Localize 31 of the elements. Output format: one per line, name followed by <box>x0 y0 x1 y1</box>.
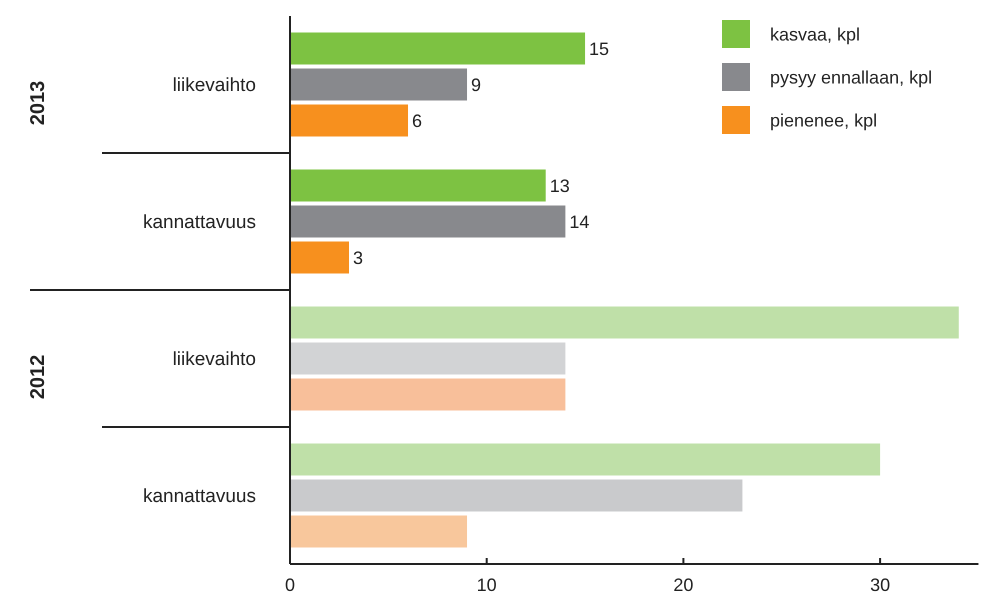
bar <box>290 242 350 274</box>
bar <box>290 32 586 64</box>
bar <box>290 516 468 548</box>
data-label: 13 <box>550 176 570 196</box>
y-tick-label: liikevaihto <box>172 349 256 370</box>
bar <box>290 378 566 410</box>
bar <box>290 104 408 136</box>
bar <box>290 170 546 202</box>
data-label: 6 <box>412 110 422 131</box>
x-tick-label: 20 <box>673 575 694 595</box>
bar <box>290 444 880 476</box>
x-tick-label: 10 <box>476 575 497 595</box>
data-label: 14 <box>569 212 590 232</box>
bar <box>290 480 742 512</box>
y-tick-label: kannattavuus <box>142 486 256 508</box>
data-label: 9 <box>471 74 482 95</box>
data-label: 15 <box>589 38 610 59</box>
y-tick-label: kannattavuus <box>142 212 256 234</box>
x-tick-label: 0 <box>284 575 296 595</box>
bar <box>290 342 566 374</box>
data-label: 3 <box>353 248 364 268</box>
y-tick-label: liikevaihto <box>172 75 256 96</box>
legend-label: pysyy ennallaan, kpl <box>770 67 932 88</box>
bar <box>290 306 959 338</box>
legend-label: pienenee, kpl <box>770 110 878 130</box>
legend-label: kasvaa, kpl <box>770 24 860 44</box>
x-tick-label: 30 <box>870 575 890 595</box>
text: 2012 <box>27 354 49 400</box>
text: 2013 <box>27 80 49 126</box>
bar <box>290 206 566 238</box>
bar <box>290 68 468 100</box>
